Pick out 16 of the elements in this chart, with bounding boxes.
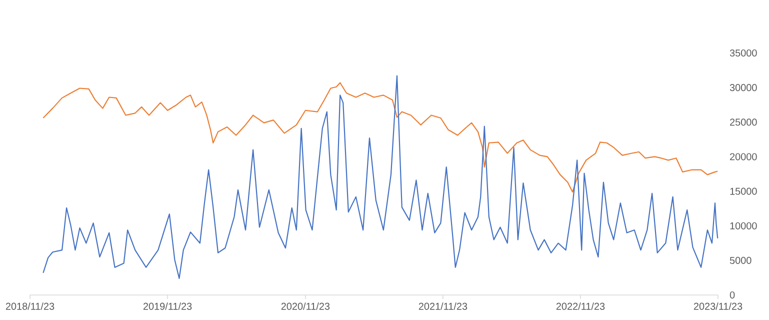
line-series [42,75,718,279]
x-tick-label: 2021/11/23 [418,302,468,310]
y-tick-label: 0 [730,291,735,299]
line-series [42,82,718,193]
x-tick-label: 2022/11/23 [556,302,605,310]
x-tick-label: 2020/11/23 [281,302,330,310]
x-tick-label: 2018/11/23 [6,302,54,310]
y-tick-label: 5000 [730,256,752,264]
x-tick-label: 2019/11/23 [143,302,192,310]
y-tick-label: 25000 [730,118,757,126]
y-tick-label: 10000 [730,222,757,230]
y-tick-label: 30000 [730,84,757,92]
x-tick-label: 2023/11/23 [694,302,742,310]
y-tick-label: 15000 [730,188,757,195]
y-tick-label: 35000 [730,49,757,57]
y-tick-label: 20000 [730,153,757,160]
